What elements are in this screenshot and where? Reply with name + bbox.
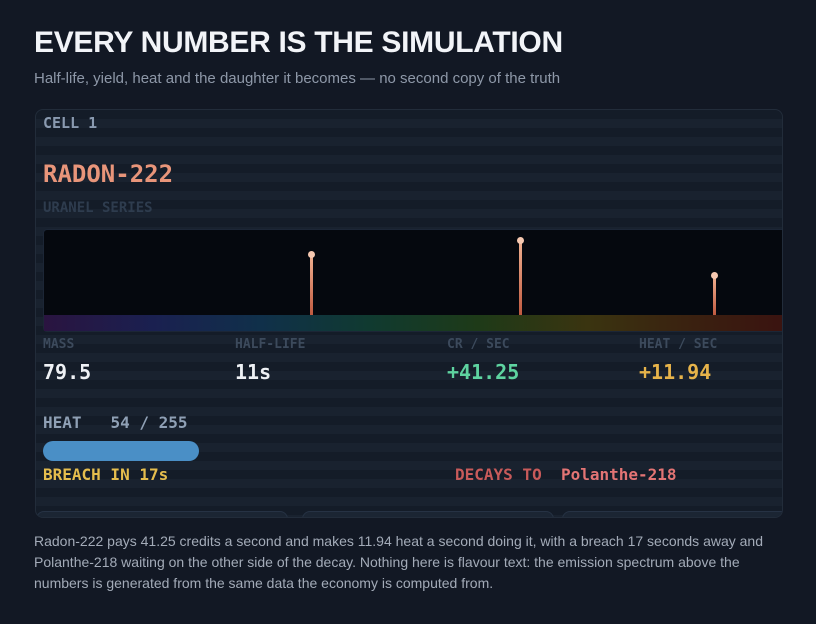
stat-label: MASS xyxy=(43,337,75,352)
heat-max: 255 xyxy=(158,413,188,432)
emission-line xyxy=(713,276,716,315)
spectrum-band xyxy=(44,315,782,331)
heat-value: 54 xyxy=(110,413,130,432)
stat-label: CR / SEC xyxy=(447,337,510,352)
stat-value: 11s xyxy=(235,360,272,384)
stat-label: HEAT / SEC xyxy=(639,337,718,352)
page-subtitle: Half-life, yield, heat and the daughter … xyxy=(34,70,561,87)
cell-label: CELL 1 xyxy=(43,114,98,132)
isotope-card: CELL 1 RADON-222 URANEL SERIES MASS 79.5 H… xyxy=(35,109,783,518)
isotope-name: RADON-222 xyxy=(43,160,174,188)
description: Radon-222 pays 41.25 credits a second an… xyxy=(34,533,763,591)
stat-value: 79.5 xyxy=(43,360,92,384)
emission-peak xyxy=(711,272,718,279)
page-title: EVERY NUMBER IS THE SIMULATION xyxy=(34,26,563,59)
emission-line xyxy=(310,255,313,315)
stat-label: HALF-LIFE xyxy=(235,337,306,352)
emission-peak xyxy=(517,237,524,244)
tab xyxy=(36,511,288,517)
daughter-isotope: Polanthe-218 xyxy=(560,465,677,484)
emission-peak xyxy=(308,251,315,258)
isotope-series: URANEL SERIES xyxy=(43,200,153,216)
emission-line xyxy=(519,241,522,315)
tab xyxy=(302,511,554,517)
emission-spectrum xyxy=(43,229,782,332)
tab xyxy=(562,511,782,517)
heat-bar xyxy=(43,441,200,461)
heat-readout: HEAT 54 / 255 xyxy=(43,413,188,432)
stat-value: +11.94 xyxy=(639,360,712,384)
breach-timer: BREACH IN 17s xyxy=(43,465,169,484)
decay-info: DECAYS TO Polanthe-218 xyxy=(455,465,677,484)
heat-separator: / xyxy=(139,413,149,432)
decays-label: DECAYS TO xyxy=(455,465,542,484)
heat-label: HEAT xyxy=(43,413,82,432)
stat-value: +41.25 xyxy=(447,360,520,384)
